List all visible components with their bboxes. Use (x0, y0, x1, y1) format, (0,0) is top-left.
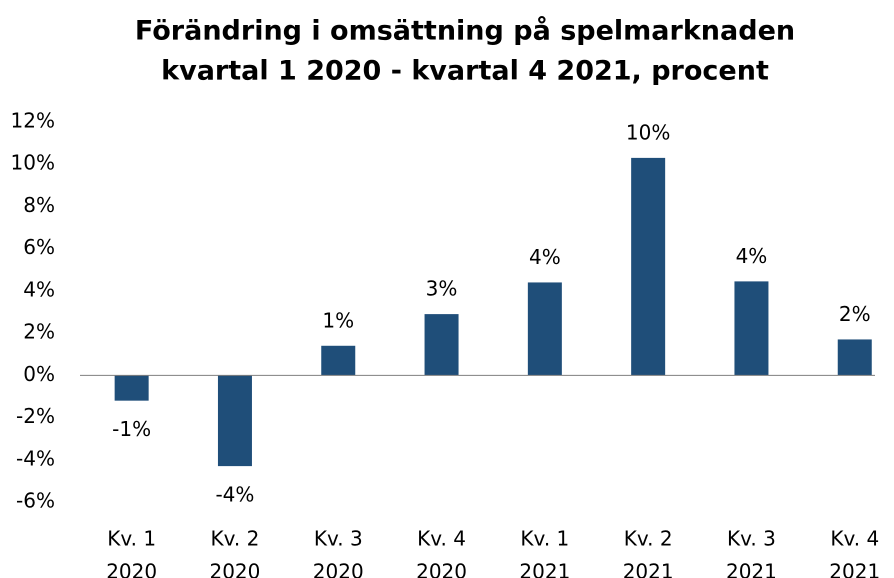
x-tick-label: Kv. 3 (727, 527, 776, 551)
bar (837, 339, 872, 376)
bar (114, 375, 149, 401)
x-tick-label: 2021 (726, 560, 777, 578)
y-tick-label: 12% (11, 109, 55, 133)
y-tick-label: -6% (16, 489, 55, 513)
y-tick-label: 2% (23, 320, 55, 344)
bar (321, 345, 356, 376)
y-tick-label: 4% (23, 277, 55, 301)
bar (527, 282, 562, 376)
x-tick-label: 2020 (416, 560, 467, 578)
chart-subtitle: kvartal 1 2020 - kvartal 4 2021, procent (161, 56, 769, 87)
data-label: 1% (322, 308, 354, 332)
x-tick-label: Kv. 4 (830, 527, 879, 551)
data-label: 10% (626, 120, 670, 144)
y-tick-label: 0% (23, 362, 55, 386)
x-tick-label: 2021 (519, 560, 570, 578)
bar (734, 281, 769, 376)
x-tick-label: Kv. 1 (520, 527, 569, 551)
y-tick-label: 6% (23, 235, 55, 259)
x-tick-label: Kv. 4 (417, 527, 466, 551)
data-label: 4% (529, 245, 561, 269)
y-tick-label: -2% (16, 404, 55, 428)
data-label: 3% (426, 277, 458, 301)
x-tick-label: 2020 (209, 560, 260, 578)
data-label: -1% (112, 417, 151, 441)
x-tick-label: Kv. 2 (211, 527, 260, 551)
x-tick-label: 2021 (829, 560, 880, 578)
bar (424, 314, 459, 376)
chart-title: Förändring i omsättning på spelmarknaden (135, 15, 795, 47)
y-tick-label: -4% (16, 446, 55, 470)
data-label: 4% (736, 244, 768, 268)
data-label: -4% (215, 483, 254, 507)
data-label: 2% (839, 302, 871, 326)
x-tick-label: Kv. 1 (107, 527, 156, 551)
x-tick-label: 2021 (623, 560, 674, 578)
y-tick-label: 10% (11, 151, 55, 175)
bar (217, 375, 252, 467)
y-tick-label: 8% (23, 193, 55, 217)
x-tick-label: Kv. 2 (624, 527, 673, 551)
x-tick-label: 2020 (313, 560, 364, 578)
bar (631, 157, 666, 376)
x-tick-label: 2020 (106, 560, 157, 578)
x-tick-label: Kv. 3 (314, 527, 363, 551)
